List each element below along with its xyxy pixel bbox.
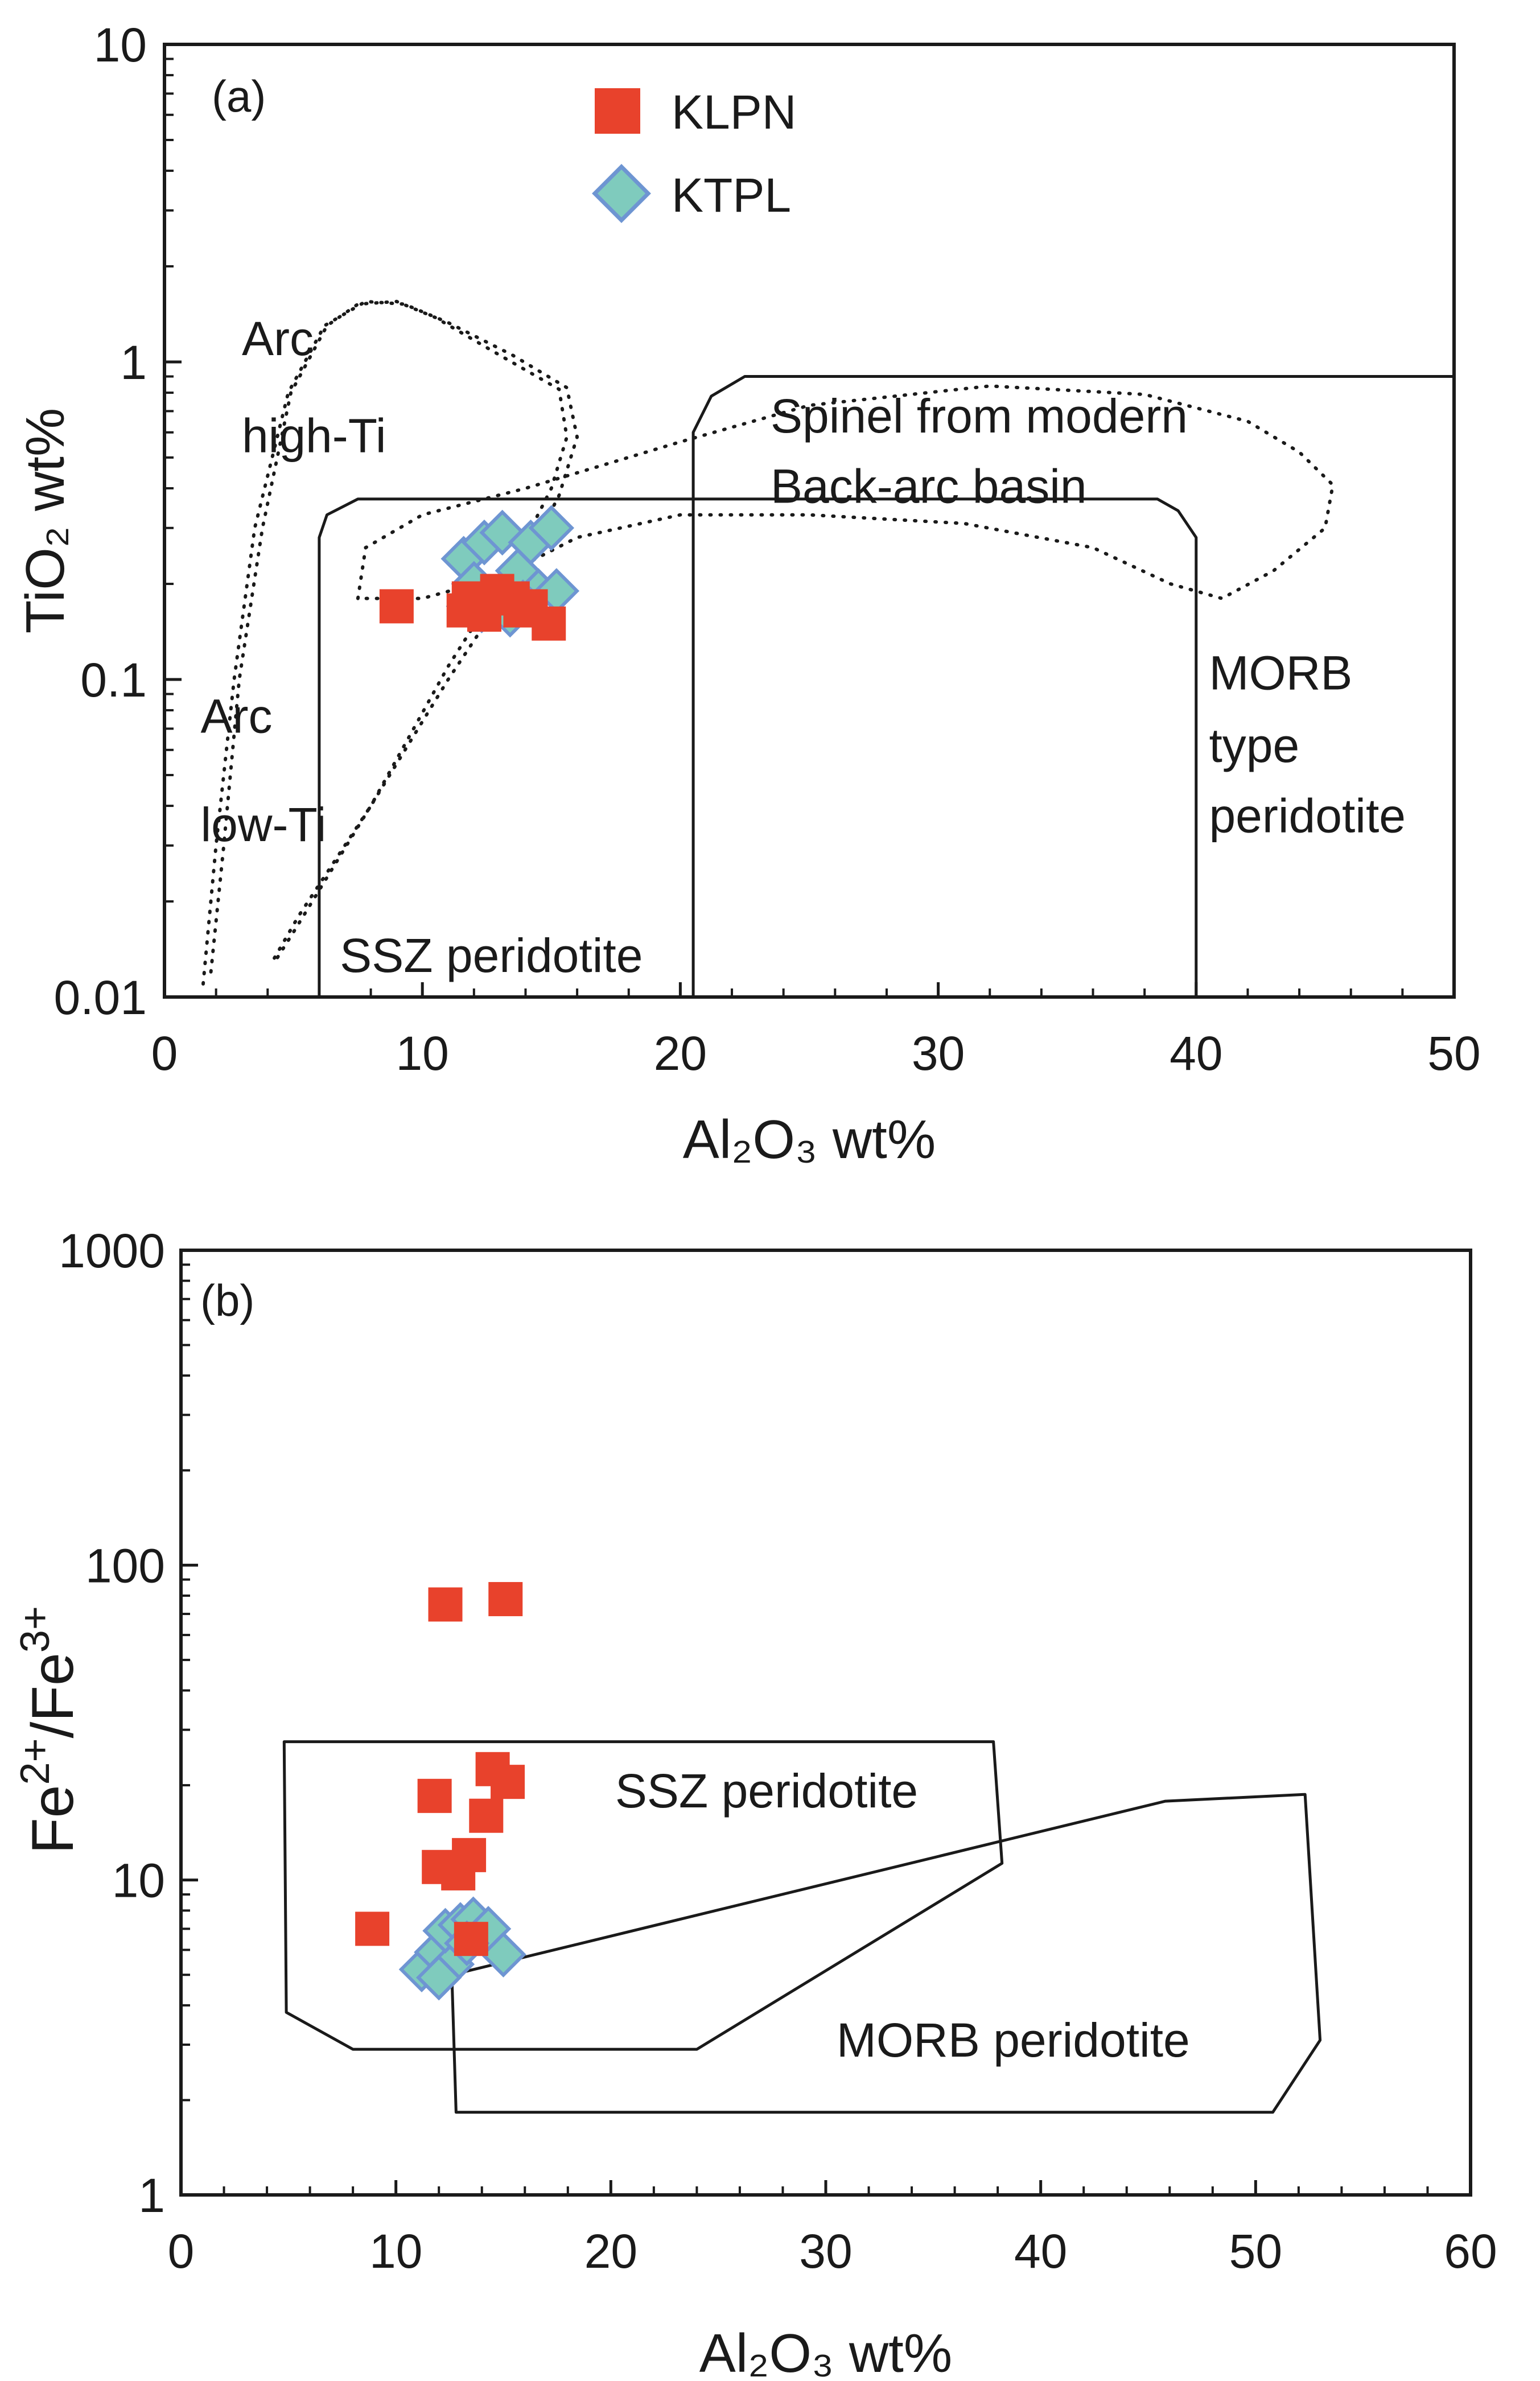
legend-ktpl-label: KTPL [672,168,791,222]
panel-a-klpn-point [446,593,481,628]
panel-a-y-axis-label: TiO₂ wt% [15,408,76,633]
panel-b-klpn-point [491,1765,525,1799]
panel-a-ticks [163,43,1456,999]
panel-a-plot-frame [163,43,1456,999]
panel-a-annotation: low-Ti [200,798,326,851]
panel-a: 0 10 20 30 40 50 0.01 0.1 1 10 Arc high-Ti Arc low-T… [15,18,1481,1170]
panel-b-x-tick-label: 50 [1229,2225,1282,2278]
panel-b-klpn-point [428,1587,463,1622]
panel-a-y-tick-label: 0.1 [80,653,147,707]
y-label-fe-b: /Fe [20,1653,86,1738]
panel-b-x-tick-label: 0 [168,2225,195,2278]
panel-a-annotation: type [1209,719,1299,772]
panel-b-ticks [179,1249,1472,2197]
panel-a-annotation: Spinel from modern [771,389,1188,443]
panel-a-region-arc-high-ti [209,299,569,974]
panel-b-ktpl-point [480,1931,526,1978]
panel-b-regions [282,1740,1322,2114]
panel-a-y-tick-label: 1 [120,336,147,389]
panel-b-annotations: SSZ peridotite MORB peridotite [615,1764,1190,2067]
panel-a-y-tick-label: 10 [94,18,147,72]
panel-a-x-tick-label: 30 [912,1027,965,1080]
panel-b-klpn-point [355,1912,390,1946]
panel-a-x-tick-label: 10 [396,1027,448,1080]
panel-a-x-tick-label: 40 [1170,1027,1222,1080]
panel-a-ktpl-point [528,505,575,551]
panel-a-annotation: SSZ peridotite [340,929,643,982]
panel-a-tick-labels: 0 10 20 30 40 50 0.01 0.1 1 10 [54,18,1481,1080]
legend-klpn-marker [595,88,640,134]
panel-a-legend: KLPN KTPL [592,85,796,223]
panel-b-x-tick-label: 10 [369,2225,422,2278]
legend-klpn-label: KLPN [672,85,796,139]
panel-b-x-axis-label: Al₂O₃ wt% [699,2323,952,2381]
panel-b-y-tick-label: 1000 [59,1224,165,1278]
panel-b-x-tick-label: 20 [584,2225,637,2278]
panel-a-region-arc-low-ti [201,299,579,986]
panel-a-annotations: Arc high-Ti Arc low-Ti SSZ peridotite Spinel … [200,312,1406,982]
panel-a-klpn-point [503,593,538,628]
panel-b-annotation: MORB peridotite [837,2013,1190,2067]
y-label-charge-2: 2+ [13,1738,58,1785]
panel-b-region-ssz-peridotite [282,1740,1004,2051]
panel-b-klpn-point [454,1922,488,1956]
panel-a-annotation: MORB [1209,646,1352,700]
panel-a-data-points [379,505,580,641]
panel-b-x-tick-label: 30 [799,2225,852,2278]
panel-a-label: (a) [212,71,266,121]
panel-a-region-ssz-peridotite [318,497,1198,997]
y-label-fe-a: Fe [20,1785,86,1854]
panel-b-klpn-point [469,1798,504,1833]
panel-b-klpn-point [417,1778,452,1813]
panel-a-annotation: Arc [200,689,272,743]
panel-a-x-tick-label: 0 [151,1027,178,1080]
panel-b-plot-frame [179,1249,1472,2197]
panel-b-klpn-point [452,1838,487,1872]
panel-a-annotation: peridotite [1209,789,1406,843]
panel-b-y-tick-label: 10 [112,1854,165,1908]
panel-a-annotation: high-Ti [242,409,386,462]
panel-b-y-tick-label: 100 [85,1539,165,1592]
panel-b-y-tick-label: 1 [138,2169,165,2222]
legend-ktpl-marker [592,164,651,223]
panel-b-x-tick-label: 40 [1014,2225,1067,2278]
panel-b-label: (b) [200,1275,254,1325]
panel-b-x-tick-label: 60 [1444,2225,1497,2278]
panel-b-region-morb-peridotite [450,1793,1322,2114]
panel-a-annotation: Back-arc basin [771,460,1087,513]
panel-b-tick-labels: 0 10 20 30 40 50 60 1 10 100 1000 [59,1224,1497,2278]
panel-a-x-tick-label: 50 [1427,1027,1480,1080]
panel-a-annotation: Arc [242,312,314,365]
panel-b-klpn-point [488,1582,523,1617]
panel-a-x-axis-label: Al₂O₃ wt% [683,1109,936,1170]
panel-a-x-tick-label: 20 [654,1027,707,1080]
panel-b-y-axis-label: Fe2+/Fe3+ [13,1606,86,1854]
panel-a-klpn-point [379,589,414,624]
panel-b-ktpl-point [415,1954,462,2001]
panel-b: 0 10 20 30 40 50 60 1 10 100 1000 SSZ peridotite MO… [13,1224,1497,2381]
panel-b-data-points [355,1582,526,2001]
panel-a-y-tick-label: 0.01 [54,971,147,1024]
panel-b-annotation: SSZ peridotite [615,1764,918,1818]
y-label-charge-3: 3+ [13,1606,58,1653]
